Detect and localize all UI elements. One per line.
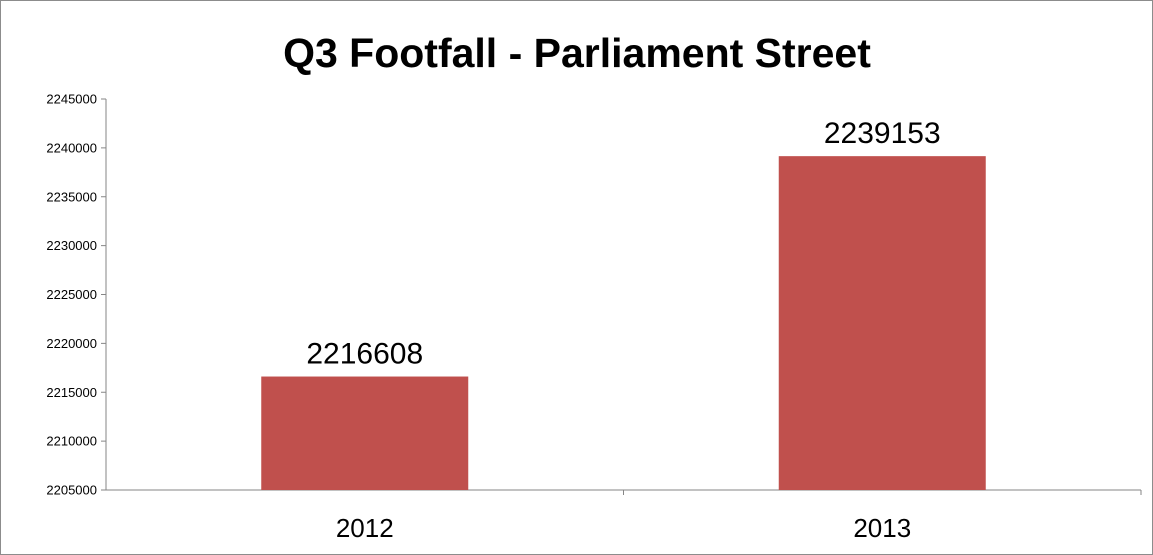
bar-2012 xyxy=(261,376,469,490)
y-axis: 2205000 2210000 2215000 2220000 2225000 22300… xyxy=(46,92,107,498)
y-tick-label: 2210000 xyxy=(46,434,97,449)
data-label-2012: 2216608 xyxy=(306,338,423,371)
y-tick-label: 2215000 xyxy=(46,385,97,400)
y-tick-label: 2220000 xyxy=(46,336,97,351)
data-labels: 2216608 2239153 xyxy=(306,117,940,370)
bar-2013 xyxy=(778,156,986,490)
data-label-2013: 2239153 xyxy=(824,117,941,150)
bars xyxy=(261,156,986,490)
y-tick-label: 2245000 xyxy=(46,92,97,107)
chart-title: Q3 Footfall - Parliament Street xyxy=(283,30,871,76)
y-tick-label: 2230000 xyxy=(46,238,97,253)
x-tick-label-2013: 2013 xyxy=(853,513,911,543)
x-axis: 2012 2013 xyxy=(106,489,1142,543)
y-tick-label: 2235000 xyxy=(46,189,97,204)
x-tick-label-2012: 2012 xyxy=(336,513,394,543)
y-tick-label: 2240000 xyxy=(46,140,97,155)
y-tick-label: 2225000 xyxy=(46,287,97,302)
y-tick-label: 2205000 xyxy=(46,483,97,498)
